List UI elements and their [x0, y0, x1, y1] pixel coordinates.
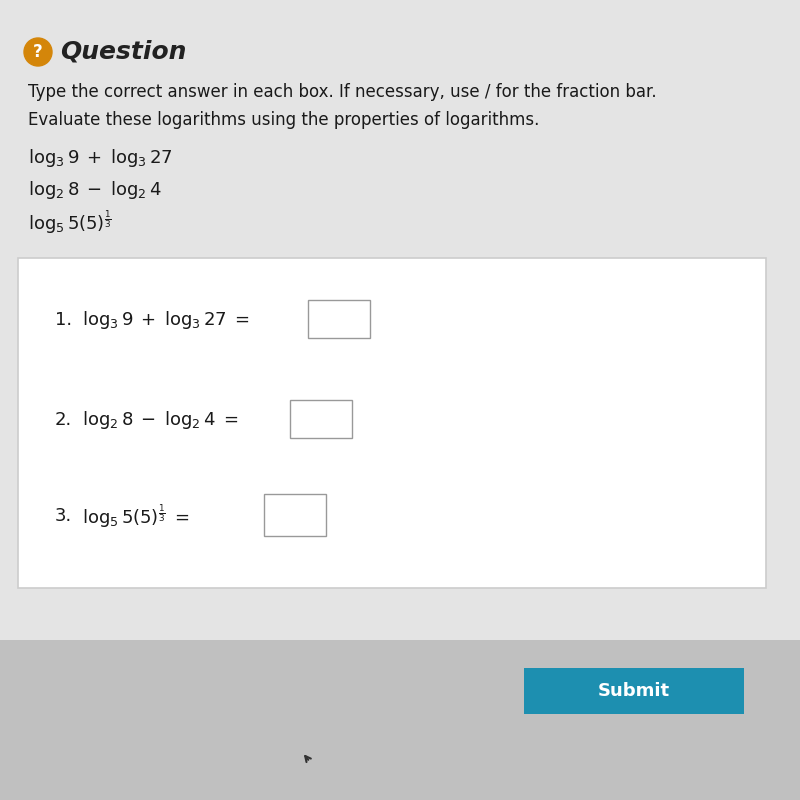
- Text: $\log_2 8\;-\;\log_2 4\;=$: $\log_2 8\;-\;\log_2 4\;=$: [82, 409, 238, 431]
- Text: $\log_3 9\;+\;\log_3 27\;=$: $\log_3 9\;+\;\log_3 27\;=$: [82, 309, 250, 331]
- Text: $\log_3 9\;+\;\log_3 27$: $\log_3 9\;+\;\log_3 27$: [28, 147, 173, 169]
- Bar: [0, 640, 800, 800]
- Text: $\log_5 5(5)^{\frac{1}{3}}\;=$: $\log_5 5(5)^{\frac{1}{3}}\;=$: [82, 502, 190, 530]
- Bar: [0, 0, 800, 640]
- Text: $\log_2 8\;-\;\log_2 4$: $\log_2 8\;-\;\log_2 4$: [28, 179, 162, 201]
- Text: Submit: Submit: [598, 682, 670, 700]
- Bar: [290, 400, 352, 438]
- FancyBboxPatch shape: [18, 258, 766, 588]
- Bar: [308, 300, 370, 338]
- Text: Question: Question: [60, 40, 186, 64]
- Text: 3.: 3.: [55, 507, 72, 525]
- Bar: [264, 494, 326, 536]
- Text: Type the correct answer in each box. If necessary, use / for the fraction bar.: Type the correct answer in each box. If …: [28, 83, 657, 101]
- Text: ?: ?: [33, 43, 43, 61]
- Text: Evaluate these logarithms using the properties of logarithms.: Evaluate these logarithms using the prop…: [28, 111, 539, 129]
- Bar: [524, 668, 744, 714]
- Circle shape: [24, 38, 52, 66]
- Text: 2.: 2.: [55, 411, 72, 429]
- Text: $\log_5 5(5)^{\frac{1}{3}}$: $\log_5 5(5)^{\frac{1}{3}}$: [28, 208, 112, 236]
- Text: 1.: 1.: [55, 311, 72, 329]
